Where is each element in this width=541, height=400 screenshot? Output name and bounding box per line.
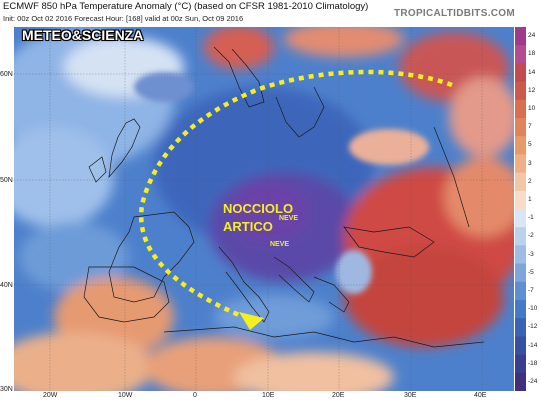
label-artico: ARTICO bbox=[223, 219, 273, 234]
colorbar-swatch bbox=[515, 336, 526, 356]
colorbar bbox=[515, 27, 526, 391]
colorbar-tick-label: -7 bbox=[528, 286, 534, 294]
colorbar-tick-label: -18 bbox=[528, 359, 538, 367]
map-title: ECMWF 850 hPa Temperature Anomaly (°C) (… bbox=[3, 1, 369, 12]
colorbar-swatch bbox=[515, 372, 526, 391]
colorbar-swatch bbox=[515, 227, 526, 246]
colorbar-swatch bbox=[515, 245, 526, 265]
colorbar-swatch bbox=[515, 136, 526, 155]
colorbar-swatch bbox=[515, 81, 526, 101]
colorbar-swatch bbox=[515, 118, 526, 137]
colorbar-swatch bbox=[515, 209, 526, 228]
lat-label-50n: 50N bbox=[0, 177, 13, 184]
colorbar-tick-label: 10 bbox=[528, 104, 536, 112]
coastlines bbox=[83, 46, 485, 348]
watermark-logo: METEO&SCIENZA bbox=[22, 27, 144, 43]
map-subtitle: Init: 00z Oct 02 2016 Forecast Hour: [16… bbox=[3, 14, 244, 23]
colorbar-swatch bbox=[515, 190, 526, 210]
lat-label-30n: 30N bbox=[0, 386, 13, 393]
colorbar-swatch bbox=[515, 281, 526, 301]
label-neve-1: NEVE bbox=[279, 215, 299, 222]
colorbar-tick-label: -24 bbox=[528, 377, 538, 385]
lon-label-20e: 20E bbox=[332, 392, 345, 399]
label-neve-2: NEVE bbox=[270, 241, 290, 248]
colorbar-swatch bbox=[515, 154, 526, 174]
colorbar-swatch bbox=[515, 300, 526, 319]
colorbar-tick-label: 14 bbox=[528, 68, 536, 76]
lat-label-60n: 60N bbox=[0, 71, 13, 78]
colorbar-tick-label: -3 bbox=[528, 250, 534, 258]
colorbar-tick-label: 12 bbox=[528, 86, 536, 94]
lon-label-10e: 10E bbox=[262, 392, 275, 399]
lon-label-20w: 20W bbox=[43, 392, 58, 399]
lon-label-0: 0 bbox=[193, 392, 197, 399]
colorbar-tick-label: -14 bbox=[528, 341, 538, 349]
lon-label-40e: 40E bbox=[474, 392, 487, 399]
lon-label-10w: 10W bbox=[118, 392, 133, 399]
colorbar-tick-label: -1 bbox=[528, 214, 534, 222]
colorbar-tick-label: 18 bbox=[528, 50, 536, 58]
colorbar-tick-label: 5 bbox=[528, 141, 532, 149]
temperature-anomaly-map bbox=[14, 27, 514, 391]
label-nocciolo: NOCCIOLO bbox=[223, 201, 294, 216]
colorbar-swatch bbox=[515, 354, 526, 374]
graticule bbox=[14, 27, 514, 391]
colorbar-tick-label: 1 bbox=[528, 195, 532, 203]
cold-flow-arrowhead bbox=[239, 312, 264, 330]
colorbar-tick-label: -2 bbox=[528, 232, 534, 240]
lon-label-30e: 30E bbox=[404, 392, 417, 399]
colorbar-swatch bbox=[515, 63, 526, 83]
colorbar-swatch bbox=[515, 318, 526, 337]
colorbar-tick-label: 3 bbox=[528, 159, 532, 167]
anomaly-detail bbox=[134, 72, 429, 294]
colorbar-tick-label: 2 bbox=[528, 177, 532, 185]
colorbar-tick-label: 7 bbox=[528, 123, 532, 131]
colorbar-swatch bbox=[515, 172, 526, 192]
lat-label-40n: 40N bbox=[0, 282, 13, 289]
colorbar-swatch bbox=[515, 263, 526, 283]
colorbar-swatch bbox=[515, 27, 526, 46]
colorbar-tick-label: 24 bbox=[528, 32, 536, 40]
brand-label: TROPICALTIDBITS.COM bbox=[393, 8, 515, 19]
colorbar-tick-label: -10 bbox=[528, 305, 538, 313]
colorbar-swatch bbox=[515, 45, 526, 64]
colorbar-tick-label: -12 bbox=[528, 323, 538, 331]
colorbar-tick-label: -5 bbox=[528, 268, 534, 276]
anomaly-shading bbox=[14, 27, 514, 391]
header: ECMWF 850 hPa Temperature Anomaly (°C) (… bbox=[0, 0, 541, 27]
colorbar-swatch bbox=[515, 99, 526, 119]
